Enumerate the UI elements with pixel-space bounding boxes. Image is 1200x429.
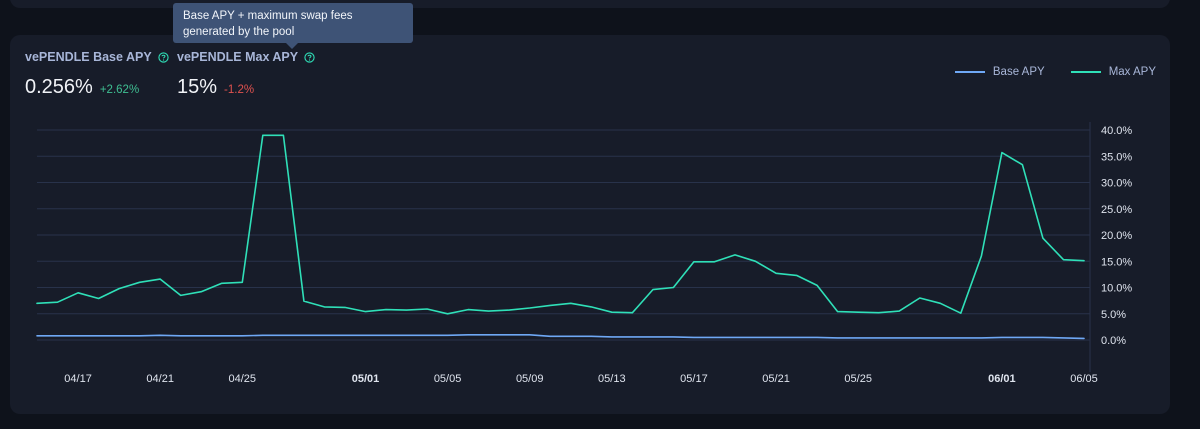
legend-item-base-apy[interactable]: Base APY	[954, 66, 1045, 78]
tooltip-text: Base APY + maximum swap fees generated b…	[183, 10, 353, 38]
x-tick-label: 04/25	[229, 373, 257, 385]
x-tick-label: 04/21	[146, 373, 174, 385]
y-tick-label: 15.0%	[1101, 256, 1132, 268]
base-apy-value-row: 0.256% +2.62%	[25, 76, 169, 99]
x-tick-label: 06/01	[988, 373, 1016, 385]
max-apy-value: 15%	[177, 76, 218, 98]
base-apy-label: vePENDLE Base APY	[25, 50, 152, 64]
base-apy-label-row: vePENDLE Base APY	[25, 50, 169, 64]
max-apy-change: -1.2%	[224, 84, 255, 96]
help-circle-icon[interactable]	[304, 51, 315, 63]
y-tick-label: 30.0%	[1101, 178, 1132, 190]
x-tick-label: 04/17	[64, 373, 92, 385]
base-apy-stat: vePENDLE Base APY 0.256% +2.62%	[25, 50, 169, 99]
y-tick-label: 5.0%	[1101, 309, 1126, 321]
x-tick-label: 06/05	[1070, 373, 1098, 385]
help-circle-icon[interactable]	[158, 51, 169, 63]
x-tick-label: 05/09	[516, 373, 544, 385]
x-tick-label: 05/05	[434, 373, 462, 385]
x-tick-label: 05/13	[598, 373, 626, 385]
max-apy-series-line	[36, 134, 1085, 315]
tooltip-arrow	[286, 43, 298, 49]
max-apy-value-row: 15% -1.2%	[177, 76, 315, 99]
max-apy-label-row: vePENDLE Max APY	[177, 50, 315, 64]
legend-label-max: Max APY	[1108, 66, 1156, 78]
legend-swatch-max	[1070, 71, 1101, 73]
apy-chart-card	[10, 35, 1170, 414]
previous-card	[10, 0, 1170, 8]
legend-item-max-apy[interactable]: Max APY	[1070, 66, 1156, 78]
base-apy-value: 0.256%	[25, 76, 93, 98]
base-apy-series-line	[36, 333, 1085, 340]
x-tick-label: 05/25	[844, 373, 872, 385]
legend-label-base: Base APY	[992, 66, 1045, 78]
chart-legend: Base APY Max APY	[954, 66, 1156, 78]
legend-swatch-base	[954, 71, 985, 73]
x-tick-label: 05/17	[680, 373, 708, 385]
max-apy-stat: vePENDLE Max APY 15% -1.2%	[177, 50, 315, 99]
base-apy-change: +2.62%	[99, 84, 140, 96]
y-tick-label: 25.0%	[1101, 204, 1132, 216]
x-tick-label: 05/21	[762, 373, 790, 385]
x-tick-label: 05/01	[352, 373, 380, 385]
max-apy-tooltip: Base APY + maximum swap fees generated b…	[173, 3, 413, 43]
y-tick-label: 10.0%	[1101, 283, 1132, 295]
y-tick-label: 40.0%	[1101, 125, 1132, 137]
y-tick-label: 20.0%	[1101, 230, 1132, 242]
y-tick-label: 35.0%	[1101, 151, 1132, 163]
y-tick-label: 0.0%	[1101, 335, 1126, 347]
max-apy-label: vePENDLE Max APY	[177, 50, 299, 64]
